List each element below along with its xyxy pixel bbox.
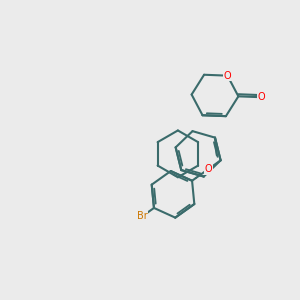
Text: O: O (224, 70, 231, 81)
Text: Br: Br (137, 211, 148, 221)
Text: O: O (204, 164, 212, 174)
Text: O: O (224, 70, 231, 81)
Text: O: O (258, 92, 266, 102)
